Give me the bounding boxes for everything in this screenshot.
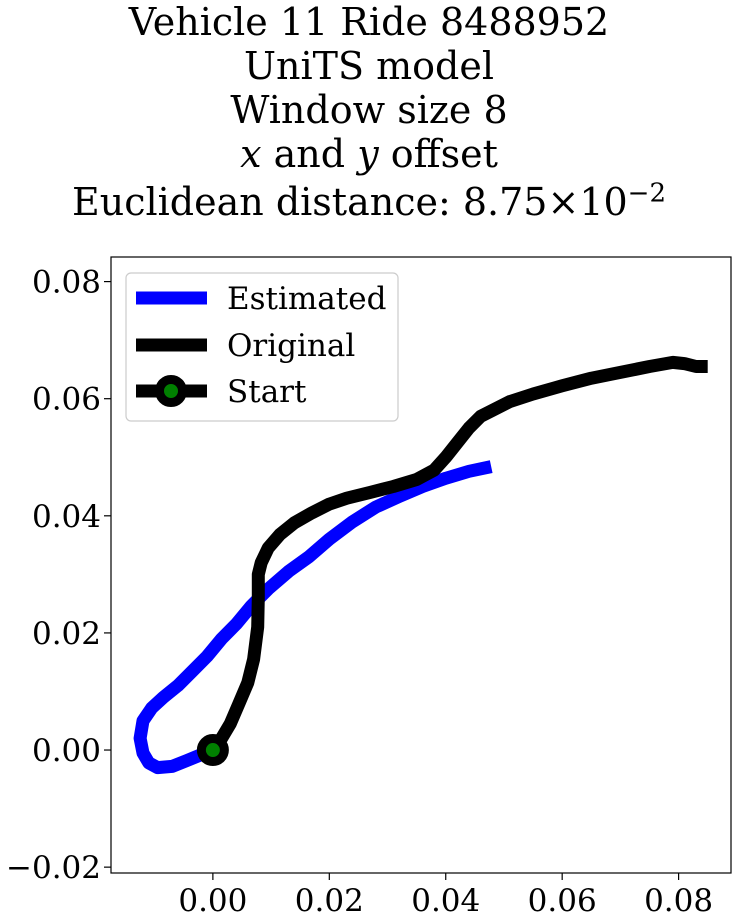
y-tick-label: 0.02 [32, 616, 101, 652]
title-times-sign: × [547, 180, 580, 224]
title-line-5: Euclidean distance: 8.75×10−2 [0, 180, 738, 224]
title-line-4: x and y offset [0, 132, 738, 176]
x-tick-label: 0.04 [411, 883, 480, 919]
y-tick-label: 0.04 [32, 499, 101, 535]
legend: Estimated Original Start [125, 272, 399, 422]
legend-label: Original [227, 328, 355, 364]
legend-start-marker [155, 375, 187, 407]
x-tick-label: 0.02 [295, 883, 364, 919]
title-distance-base: 10 [579, 180, 628, 224]
title-var-y: y [357, 132, 379, 176]
x-tick-label: 0.08 [644, 883, 713, 919]
title-distance-mantissa: 8.75 [462, 180, 548, 224]
series-line-original [207, 355, 708, 754]
y-tick-label: 0.00 [32, 733, 101, 769]
start-marker [196, 734, 229, 767]
title-line-2: UniTS model [244, 44, 494, 88]
y-tick-label: 0.08 [32, 265, 101, 301]
chart-title: Vehicle 11 Ride 8488952 UniTS model Wind… [0, 0, 738, 224]
title-distance-exponent: −2 [627, 178, 666, 209]
y-tick-label: −0.02 [6, 850, 101, 886]
legend-label: Estimated [227, 281, 386, 317]
title-and: and [261, 132, 358, 176]
legend-label: Start [227, 374, 307, 410]
title-var-x: x [240, 132, 262, 176]
y-tick-label: 0.06 [32, 382, 101, 418]
title-distance-prefix: Euclidean distance: [72, 180, 463, 224]
series-layer [133, 355, 708, 775]
axes-frame [110, 256, 732, 874]
title-line-3: Window size 8 [230, 88, 508, 132]
legend-box [125, 272, 399, 422]
ticks-layer: 0.00 0.02 0.04 0.06 0.08 −0.02 0.00 0.02 0.04 0.0… [6, 265, 713, 919]
series-line-estimated [133, 460, 493, 775]
x-tick-label: 0.00 [178, 883, 247, 919]
title-offset: offset [378, 132, 498, 176]
title-line-1: Vehicle 11 Ride 8488952 [128, 0, 610, 44]
x-tick-label: 0.06 [528, 883, 597, 919]
